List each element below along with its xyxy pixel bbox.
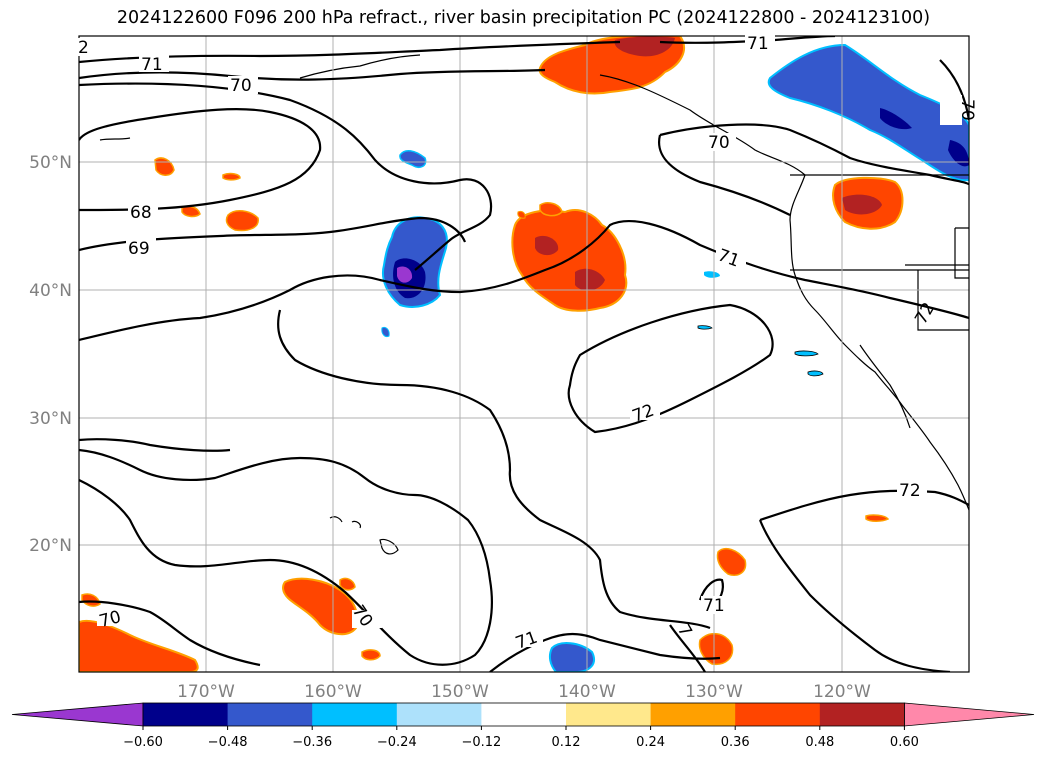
colorbar-segment bbox=[650, 703, 736, 726]
colorbar-tick-label: 0.48 bbox=[805, 735, 834, 750]
colorbar-segment bbox=[227, 703, 313, 726]
contour-label: 70 bbox=[230, 76, 252, 96]
colorbar: −0.60 −0.48 −0.36 −0.24 −0.12 0.12 0.24 0.36 0.4… bbox=[11, 702, 1035, 750]
graticule bbox=[79, 36, 969, 672]
lat-label: 30°N bbox=[29, 409, 72, 429]
coastlines bbox=[99, 54, 969, 555]
lat-label: 20°N bbox=[29, 536, 72, 556]
contour-labels: 2 71 70 68 69 70 71 72 72 70 70 71 71 7 … bbox=[76, 34, 977, 654]
colorbar-segment bbox=[312, 703, 398, 726]
colorbar-tick-label: 0.24 bbox=[636, 735, 665, 750]
map-border bbox=[78, 35, 970, 673]
colorbar-tick-label: 0.12 bbox=[552, 735, 581, 750]
contour-label: 71 bbox=[747, 34, 769, 54]
colorbar-tick-label: −0.36 bbox=[292, 735, 332, 750]
colorbar-segment bbox=[396, 703, 482, 726]
contour-label: 71 bbox=[141, 55, 163, 75]
colorbar-segment bbox=[735, 703, 821, 726]
lon-label: 120°W bbox=[813, 682, 871, 702]
colorbar-segment bbox=[481, 703, 567, 726]
lon-label: 130°W bbox=[685, 682, 743, 702]
colorbar-segment bbox=[143, 703, 229, 726]
positive-anomaly-patch bbox=[282, 577, 359, 636]
colorbar-extend-max bbox=[904, 702, 1035, 727]
contour-label: 2 bbox=[78, 38, 89, 58]
colorbar-tick-label: −0.60 bbox=[123, 735, 163, 750]
colorbar-tick-label: −0.24 bbox=[377, 735, 417, 750]
lon-label: 160°W bbox=[304, 682, 362, 702]
contour-label: 70 bbox=[957, 99, 977, 121]
contour-label: 68 bbox=[130, 203, 152, 223]
contour-label: 70 bbox=[708, 133, 730, 153]
contour-label: 72 bbox=[899, 481, 921, 501]
colorbar-tick-label: 0.36 bbox=[721, 735, 750, 750]
colorbar-tick-label: 0.60 bbox=[890, 735, 919, 750]
map-title: 2024122600 F096 200 hPa refract., river … bbox=[116, 8, 931, 28]
contour-label: 71 bbox=[703, 596, 725, 616]
lat-label: 40°N bbox=[29, 281, 72, 301]
latitude-labels: 50°N 40°N 30°N 20°N bbox=[29, 153, 72, 556]
colorbar-segment bbox=[566, 703, 652, 726]
colorbar-tick-label: −0.12 bbox=[461, 735, 501, 750]
colorbar-tick-label: −0.48 bbox=[208, 735, 248, 750]
contour-label: 69 bbox=[128, 239, 150, 259]
longitude-labels: 170°W 160°W 150°W 140°W 130°W 120°W bbox=[177, 682, 871, 702]
map-area bbox=[79, 36, 969, 672]
lon-label: 150°W bbox=[431, 682, 489, 702]
lat-label: 50°N bbox=[29, 153, 72, 173]
colorbar-extend-min bbox=[11, 702, 144, 727]
lon-label: 140°W bbox=[558, 682, 616, 702]
negative-anomaly-patch bbox=[767, 43, 969, 182]
colorbar-outline bbox=[142, 702, 905, 727]
lon-label: 170°W bbox=[177, 682, 235, 702]
colorbar-segment bbox=[819, 703, 905, 726]
